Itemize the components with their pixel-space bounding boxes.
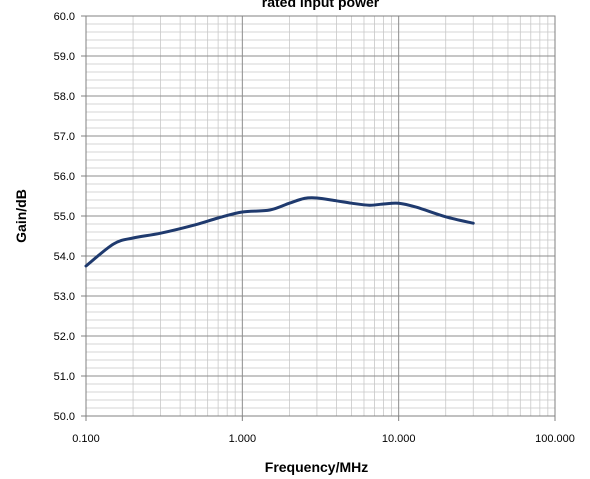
- x-tick-label: 10.000: [382, 433, 416, 445]
- series-layer: [84, 196, 475, 268]
- x-axis-label: Frequency/MHz: [265, 459, 368, 475]
- minor-grid: [86, 16, 555, 416]
- y-tick-label: 57.0: [54, 131, 75, 143]
- y-tick-label: 60.0: [54, 11, 75, 23]
- y-tick-label: 58.0: [54, 91, 75, 103]
- y-tick-label: 56.0: [54, 171, 75, 183]
- x-tick-label: 1.000: [229, 433, 257, 445]
- x-axis-ticks: 0.100 1.000 10.000 100.000: [72, 416, 575, 445]
- y-tick-label: 50.0: [54, 411, 75, 423]
- y-tick-label: 53.0: [54, 291, 75, 303]
- y-tick-label: 55.0: [54, 211, 75, 223]
- y-tick-label: 51.0: [54, 371, 75, 383]
- y-axis-ticks: 50.0 51.0 52.0 53.0 54.0 55.0 56.0 57.0 58.0 59.0…: [54, 11, 86, 423]
- y-axis-label: Gain/dB: [13, 189, 29, 243]
- x-tick-label: 100.000: [535, 433, 575, 445]
- chart-title: rated input power: [262, 0, 380, 10]
- x-tick-label: 0.100: [72, 433, 100, 445]
- y-tick-label: 54.0: [54, 251, 75, 263]
- y-tick-label: 59.0: [54, 51, 75, 63]
- y-tick-label: 52.0: [54, 331, 75, 343]
- series-line: [84, 196, 475, 268]
